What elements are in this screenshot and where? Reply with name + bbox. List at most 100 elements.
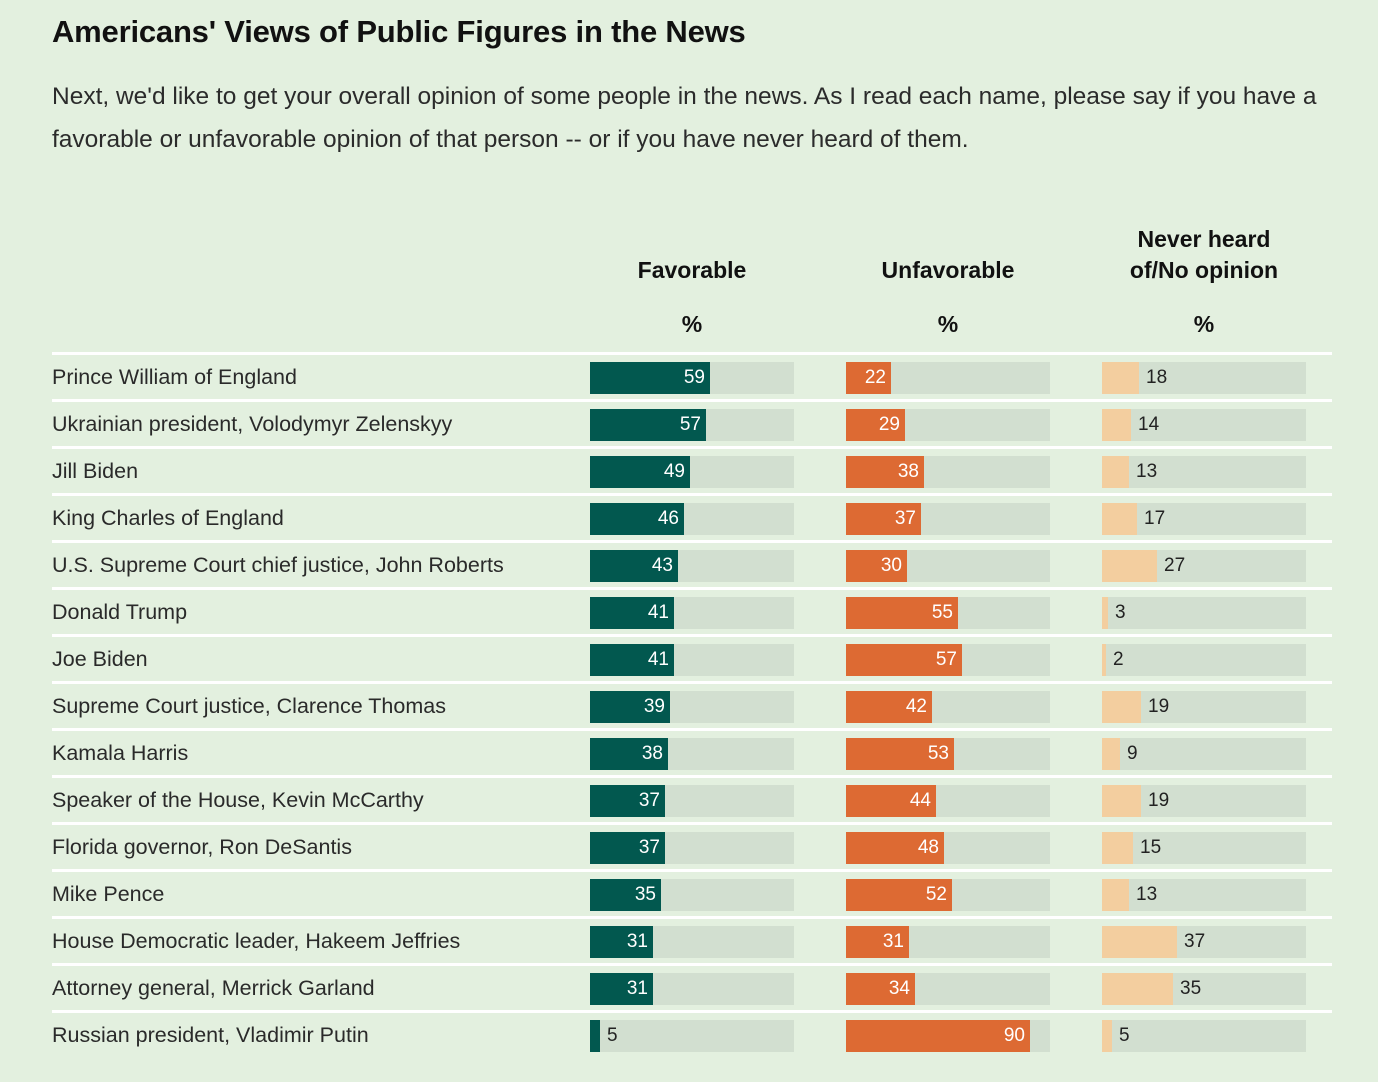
bar-track-no-opinion (1102, 456, 1306, 488)
bar-unfavorable (846, 785, 936, 817)
bar-unfavorable (846, 362, 891, 394)
bar-unfavorable (846, 1020, 1030, 1052)
data-label-no-opinion: 37 (1184, 931, 1206, 952)
data-label-no-opinion: 19 (1148, 790, 1170, 811)
column-unit-no-opinion: % (1193, 311, 1215, 337)
bar-no-opinion (1102, 362, 1139, 394)
data-label-no-opinion: 15 (1140, 837, 1162, 858)
data-label-no-opinion: 14 (1138, 414, 1160, 435)
data-label-unfavorable: 53 (927, 743, 949, 764)
row-divider (52, 587, 1332, 590)
column-unit-unfavorable: % (937, 311, 959, 337)
bar-no-opinion (1102, 832, 1133, 864)
bar-no-opinion (1102, 503, 1137, 535)
bar-no-opinion (1102, 409, 1131, 441)
column-header-line1: Never heard (1137, 226, 1271, 252)
bar-no-opinion (1102, 550, 1157, 582)
bar-unfavorable (846, 644, 962, 676)
data-label-unfavorable: 48 (917, 837, 939, 858)
row-divider (52, 634, 1332, 637)
data-label-favorable: 57 (679, 414, 701, 435)
bar-track-no-opinion (1102, 832, 1306, 864)
bar-no-opinion (1102, 785, 1141, 817)
row-label: House Democratic leader, Hakeem Jeffries (52, 929, 461, 953)
row-label: Russian president, Vladimir Putin (52, 1023, 369, 1047)
bar-unfavorable (846, 926, 909, 958)
row-label: Donald Trump (52, 600, 188, 624)
data-label-no-opinion: 3 (1115, 602, 1126, 623)
bar-unfavorable (846, 738, 954, 770)
bar-favorable (590, 1020, 600, 1052)
row-divider (52, 399, 1332, 402)
row-label: Supreme Court justice, Clarence Thomas (52, 694, 446, 718)
data-label-favorable: 43 (651, 555, 673, 576)
data-label-unfavorable: 52 (925, 884, 947, 905)
bar-favorable (590, 926, 653, 958)
row-divider (52, 728, 1332, 731)
column-header-line1 (582, 224, 802, 255)
bar-favorable (590, 550, 678, 582)
row-label: Attorney general, Merrick Garland (52, 976, 375, 1000)
data-label-favorable: 31 (626, 978, 648, 999)
data-label-favorable: 49 (663, 461, 685, 482)
data-label-no-opinion: 13 (1136, 884, 1158, 905)
row-divider (52, 822, 1332, 825)
data-label-no-opinion: 17 (1144, 508, 1166, 529)
data-label-unfavorable: 57 (935, 649, 957, 670)
bar-unfavorable (846, 832, 944, 864)
row-label: U.S. Supreme Court chief justice, John R… (52, 553, 504, 577)
bar-track-no-opinion (1102, 597, 1306, 629)
bar-unfavorable (846, 597, 958, 629)
column-header-favorable: Favorable (582, 224, 802, 286)
data-label-favorable: 41 (647, 649, 669, 670)
data-label-unfavorable: 44 (909, 790, 931, 811)
chart-title: Americans' Views of Public Figures in th… (52, 14, 746, 49)
data-label-unfavorable: 29 (878, 414, 900, 435)
data-label-favorable: 37 (638, 837, 660, 858)
bar-no-opinion (1102, 879, 1129, 911)
data-label-unfavorable: 38 (897, 461, 919, 482)
bar-unfavorable (846, 409, 905, 441)
row-divider (52, 963, 1332, 966)
data-label-unfavorable: 55 (931, 602, 953, 623)
bar-unfavorable (846, 503, 921, 535)
bar-track-no-opinion (1102, 738, 1306, 770)
row-divider (52, 446, 1332, 449)
data-label-no-opinion: 35 (1180, 978, 1202, 999)
data-label-no-opinion: 5 (1119, 1025, 1130, 1046)
row-divider (52, 869, 1332, 872)
bar-favorable (590, 973, 653, 1005)
bar-favorable (590, 691, 670, 723)
chart-subtitle: Next, we'd like to get your overall opin… (52, 83, 1317, 153)
bar-unfavorable (846, 879, 952, 911)
column-unit-favorable: % (681, 311, 703, 337)
row-label: Jill Biden (52, 459, 139, 483)
bar-unfavorable (846, 550, 907, 582)
bar-no-opinion (1102, 644, 1106, 676)
column-header-line2: Unfavorable (881, 257, 1015, 283)
column-header-unfavorable: Unfavorable (838, 224, 1058, 286)
data-label-no-opinion: 9 (1127, 743, 1138, 764)
bar-unfavorable (846, 691, 932, 723)
data-label-unfavorable: 30 (880, 555, 902, 576)
data-label-favorable: 39 (643, 696, 665, 717)
bar-favorable (590, 738, 668, 770)
bar-favorable (590, 503, 684, 535)
bar-no-opinion (1102, 1020, 1112, 1052)
bar-favorable (590, 785, 665, 817)
bar-track-no-opinion (1102, 1020, 1306, 1052)
bar-track-favorable (590, 1020, 794, 1052)
bar-unfavorable (846, 456, 924, 488)
data-label-favorable: 59 (683, 367, 705, 388)
column-header-line2: Favorable (637, 257, 747, 283)
data-label-unfavorable: 22 (864, 367, 886, 388)
data-label-favorable: 38 (641, 743, 663, 764)
data-label-favorable: 46 (657, 508, 679, 529)
data-label-unfavorable: 37 (894, 508, 916, 529)
data-label-no-opinion: 19 (1148, 696, 1170, 717)
data-label-favorable: 35 (634, 884, 656, 905)
bar-favorable (590, 456, 690, 488)
bar-track-no-opinion (1102, 644, 1306, 676)
row-divider (52, 493, 1332, 496)
row-label: Speaker of the House, Kevin McCarthy (52, 788, 424, 812)
